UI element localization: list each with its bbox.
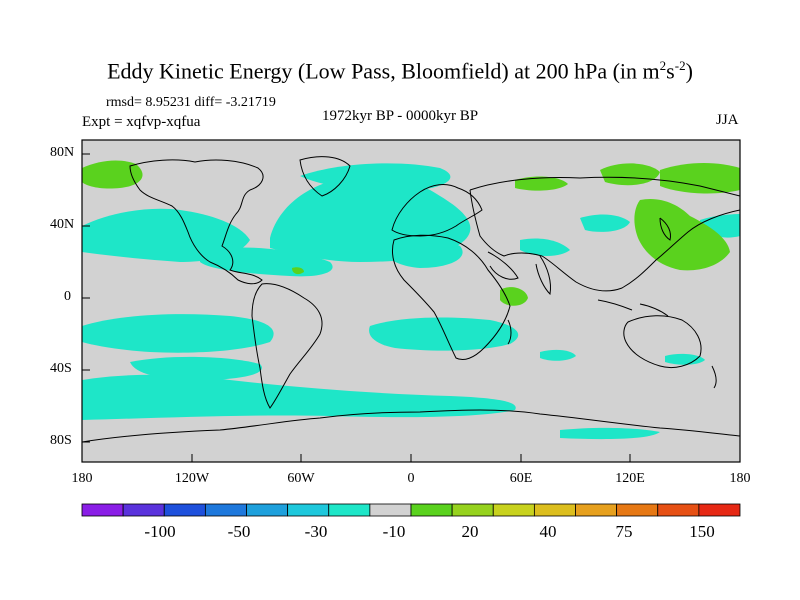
colorbar-label-1: -100: [144, 522, 176, 541]
colorbar-box-8: [369, 503, 412, 517]
colorbar-box-15: [657, 503, 700, 517]
plot-title: Eddy Kinetic Energy (Low Pass, Bloomfiel…: [0, 58, 800, 84]
title-sup-2: -2: [674, 58, 686, 73]
colorbar-label-3: -30: [304, 522, 328, 541]
lat-label-40n: 40N: [50, 217, 75, 232]
coast-south-america: [251, 283, 323, 409]
lat-label-80n: 80N: [50, 145, 75, 160]
coast-australia: [623, 315, 702, 369]
cyan-region-europe: [380, 234, 463, 268]
stats-text: rmsd= 8.95231 diff= -3.21719: [106, 95, 276, 110]
coast-india: [535, 255, 551, 296]
green-region-siberia: [600, 163, 660, 186]
colorbar-box-12: [533, 503, 576, 517]
lat-label-40s: 40S: [50, 361, 72, 376]
lon-label-60w: 60W: [287, 471, 315, 486]
colorbar-label-6: 40: [539, 522, 557, 541]
green-region-alaska: [82, 160, 143, 189]
cyan-region-ross-sea: [560, 427, 660, 440]
green-region-ural: [515, 176, 568, 191]
lon-label-60e: 60E: [509, 471, 533, 486]
title-mid: s: [666, 58, 675, 84]
title-text: Eddy Kinetic Energy (Low Pass, Bloomfiel…: [107, 58, 660, 84]
coast-europe: [391, 184, 483, 237]
title-end: ): [685, 58, 693, 84]
lon-label-180w: 180: [71, 471, 93, 486]
colorbar-box-6: [287, 503, 330, 517]
lon-label-120e: 120E: [615, 471, 645, 486]
colorbar-box-4: [204, 503, 247, 517]
cyan-region-arctic: [300, 163, 451, 191]
colorbar-box-2: [122, 503, 165, 517]
coast-greenland: [299, 156, 351, 197]
coast-north-america: [129, 159, 264, 285]
colorbar-box-7: [328, 503, 371, 517]
title-sup-1: 2: [659, 58, 667, 73]
cyan-region-south-atlantic: [369, 317, 519, 351]
colorbar-label-4: -10: [382, 522, 406, 541]
coast-antarctica: [82, 409, 740, 443]
cyan-region-tasman: [665, 353, 705, 365]
colorbar-box-13: [575, 503, 618, 517]
green-region-caribbean: [292, 267, 304, 275]
green-region-africa: [500, 287, 528, 306]
colorbar-label-7: 75: [615, 522, 633, 541]
coast-new-zealand: [711, 365, 717, 389]
anomaly-field: [82, 160, 740, 440]
period-label: 1972kyr BP - 0000kyr BP: [322, 108, 479, 124]
coast-japan: [659, 217, 671, 241]
colorbar-label-2: -50: [227, 522, 251, 541]
green-region-arctic-east: [660, 163, 740, 194]
colorbar-box-10: [451, 503, 494, 517]
colorbar-box-1: [81, 503, 124, 517]
colorbar-label-5: 20: [461, 522, 479, 541]
lon-label-120w: 120W: [174, 471, 210, 486]
lat-label-80s: 80S: [50, 433, 72, 448]
colorbar-label-8: 150: [689, 522, 715, 541]
colorbar-box-3: [163, 503, 206, 517]
cyan-region-south-pacific-mid: [130, 356, 262, 380]
lat-label-eq: 0: [64, 289, 71, 304]
green-region-northwest-pacific: [634, 198, 730, 271]
lon-label-0: 0: [407, 471, 415, 486]
cyan-region-indian: [540, 349, 576, 361]
cyan-region-sea-japan: [580, 214, 630, 232]
colorbar: [81, 503, 741, 517]
coast-arabia: [487, 251, 519, 280]
colorbar-box-16: [698, 503, 741, 517]
axis-ticks: [82, 153, 631, 462]
cyan-region-north-pacific: [82, 208, 250, 262]
coast-asia: [469, 176, 740, 292]
colorbar-box-5: [246, 503, 289, 517]
season-label: JJA: [716, 112, 739, 128]
coast-indonesia: [597, 299, 669, 317]
cyan-region-central-asia: [520, 238, 570, 256]
cyan-region-southern-ocean: [82, 374, 516, 420]
experiment-label: Expt = xqfvp-xqfua: [82, 114, 201, 130]
coast-madagascar: [507, 319, 512, 345]
coast-africa: [391, 234, 511, 361]
coastlines: [82, 156, 740, 443]
colorbar-box-9: [410, 503, 453, 517]
cyan-region-south-pacific: [82, 314, 274, 353]
colorbar-box-14: [616, 503, 659, 517]
lon-label-180e: 180: [729, 471, 751, 486]
colorbar-box-11: [492, 503, 535, 517]
